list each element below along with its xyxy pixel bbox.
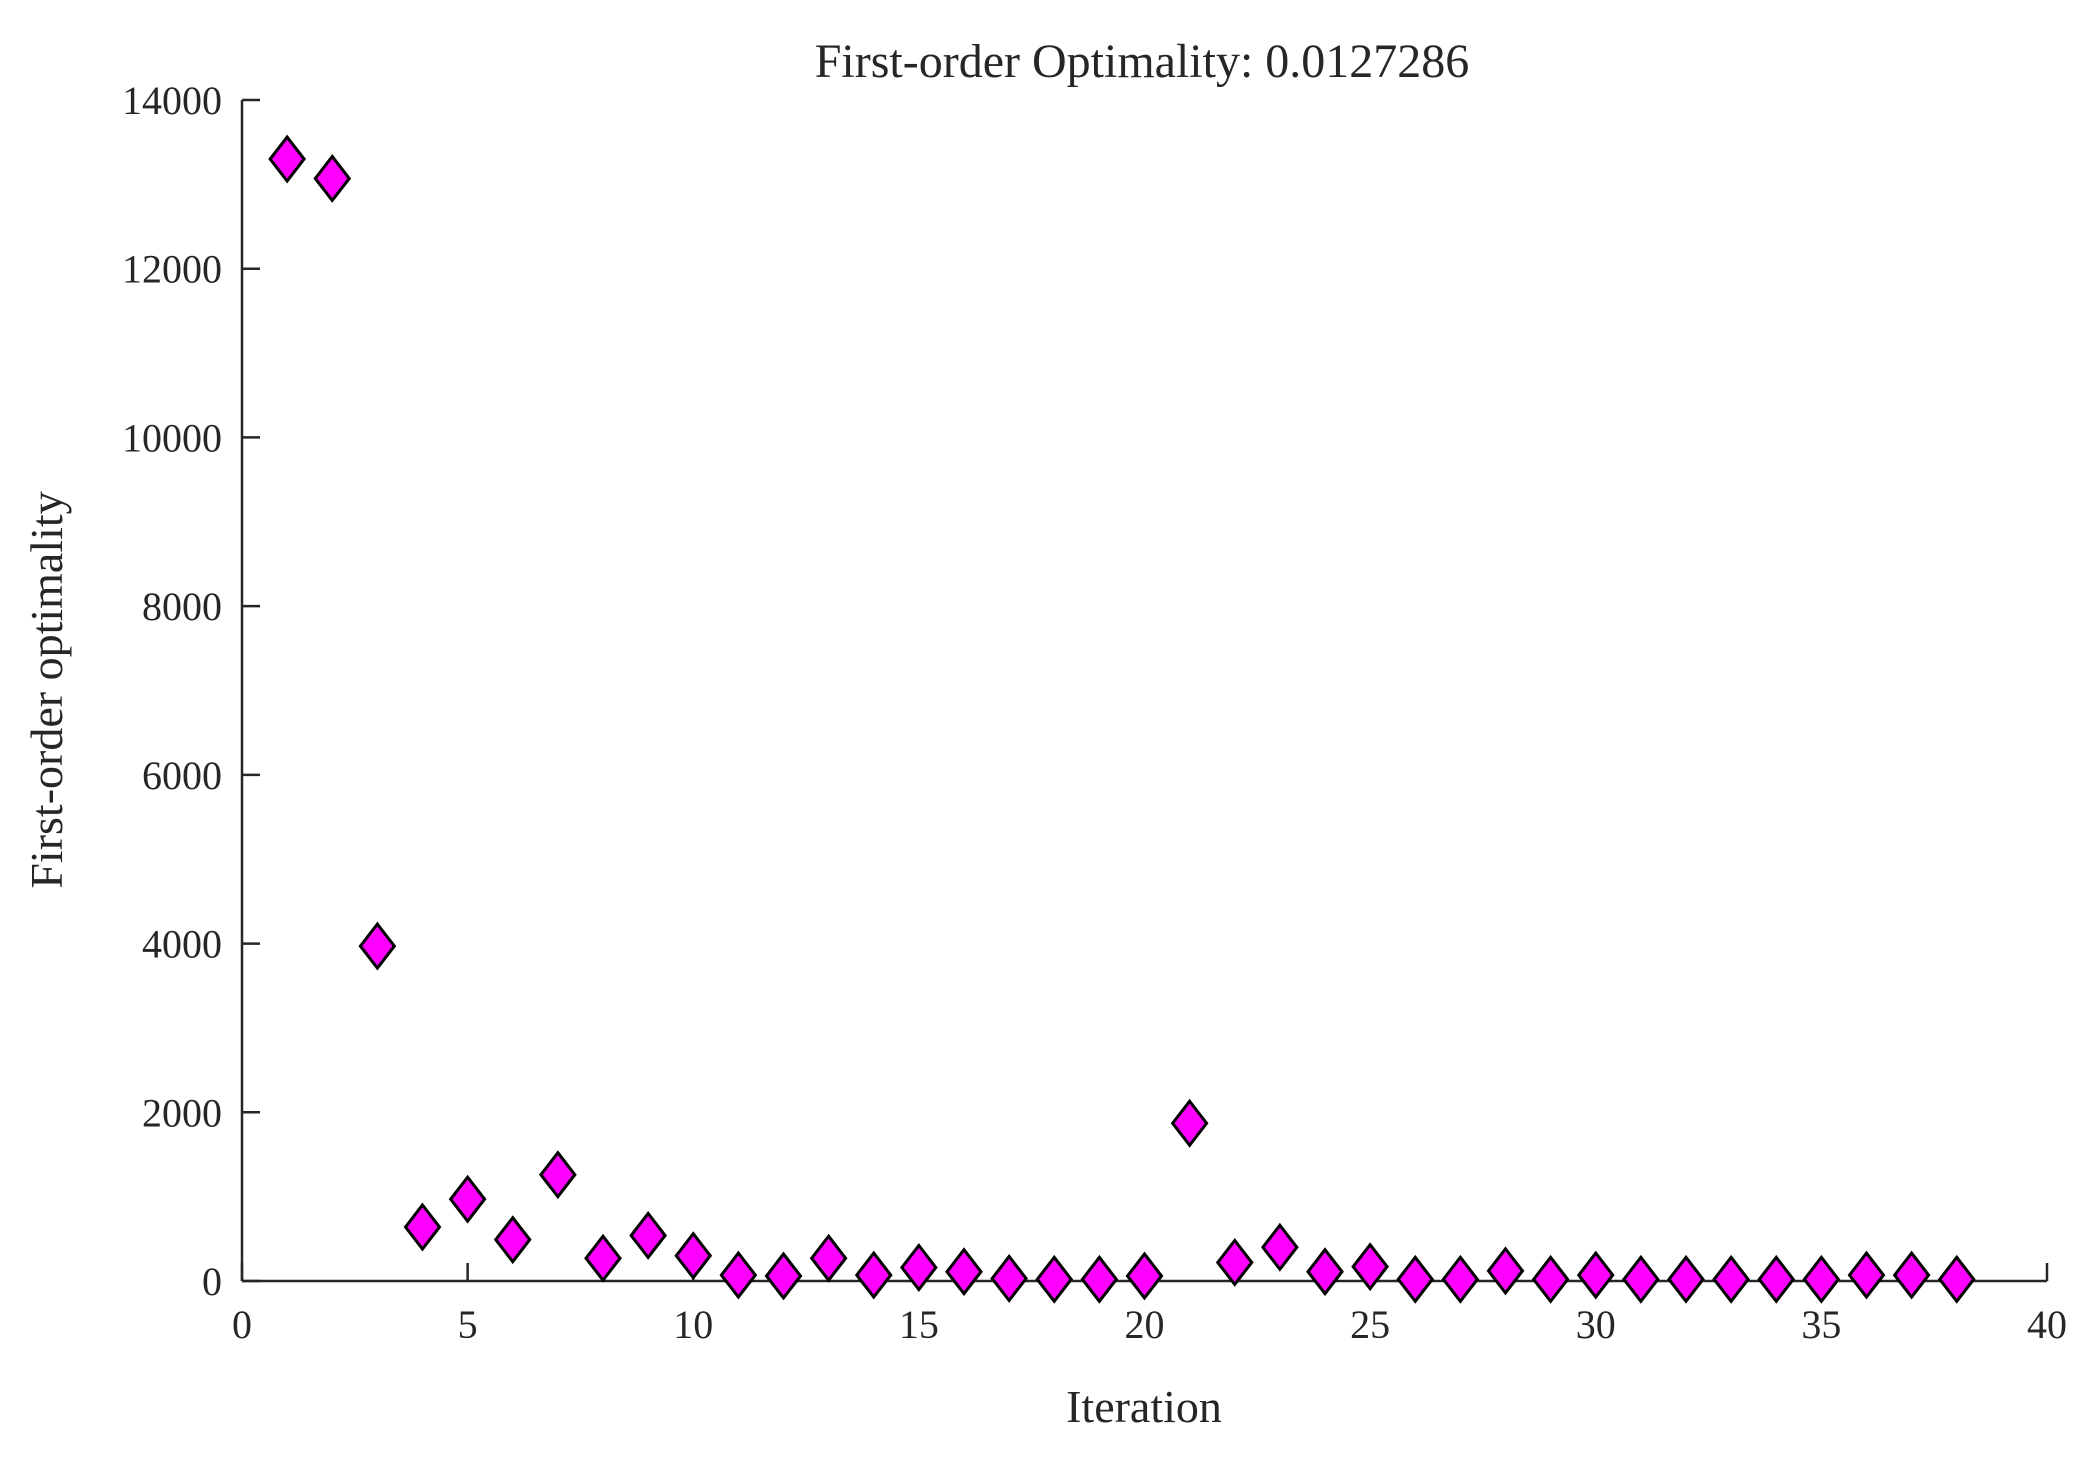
data-point	[899, 1243, 938, 1292]
data-point	[629, 1210, 668, 1260]
chart-title: First-order Optimality: 0.0127286	[815, 35, 1470, 88]
data-point	[493, 1215, 532, 1265]
data-point	[945, 1247, 983, 1297]
data-point	[809, 1233, 848, 1283]
data-point	[1080, 1254, 1119, 1304]
data-point	[1441, 1254, 1480, 1304]
data-point	[764, 1251, 803, 1301]
data-point	[1260, 1222, 1299, 1272]
data-point	[1937, 1254, 1976, 1304]
data-point	[1215, 1237, 1254, 1287]
y-ticks: 0 2000 4000 6000 8000 10000 12000 14000	[122, 78, 260, 1304]
y-tick-label: 12000	[122, 247, 222, 292]
data-point	[1170, 1098, 1209, 1148]
data-point	[1667, 1254, 1705, 1304]
data-point	[313, 153, 352, 203]
data-point	[1125, 1251, 1164, 1301]
data-point	[1712, 1254, 1751, 1304]
x-tick-label: 5	[458, 1302, 478, 1347]
data-point	[1531, 1254, 1570, 1304]
y-tick-label: 14000	[122, 78, 222, 123]
y-tick-label: 8000	[142, 584, 222, 629]
data-point	[990, 1254, 1029, 1303]
data-point	[268, 134, 307, 184]
x-tick-label: 15	[899, 1302, 939, 1347]
data-point	[854, 1250, 893, 1300]
data-point	[1621, 1254, 1660, 1304]
x-tick-label: 25	[1350, 1302, 1390, 1347]
y-tick-label: 6000	[142, 753, 222, 798]
data-point	[719, 1250, 758, 1300]
plot-area	[240, 100, 2047, 1283]
data-markers	[268, 134, 1976, 1304]
data-point	[1486, 1246, 1525, 1296]
y-tick-label: 2000	[142, 1090, 222, 1135]
data-point	[403, 1202, 442, 1252]
data-point	[584, 1233, 622, 1283]
x-ticks: 0 5 10 15 20 25 30 35 40	[232, 1263, 2067, 1347]
x-tick-label: 40	[2027, 1302, 2067, 1347]
y-tick-label: 10000	[122, 415, 222, 460]
data-point	[1396, 1254, 1435, 1304]
x-axis-label: Iteration	[1066, 1381, 1222, 1432]
x-tick-label: 10	[673, 1302, 713, 1347]
x-tick-label: 20	[1125, 1302, 1165, 1347]
x-tick-label: 30	[1576, 1302, 1616, 1347]
data-point	[1351, 1242, 1390, 1292]
data-point	[448, 1174, 487, 1224]
data-point	[358, 921, 397, 971]
data-point	[1892, 1250, 1931, 1300]
data-point	[1757, 1254, 1796, 1304]
x-tick-label: 0	[232, 1302, 252, 1347]
data-point	[538, 1150, 577, 1200]
x-tick-label: 35	[1801, 1302, 1841, 1347]
data-point	[1035, 1254, 1074, 1304]
data-point	[1576, 1250, 1615, 1300]
data-point	[1802, 1254, 1841, 1304]
y-axis-label: First-order optimality	[21, 491, 72, 888]
data-point	[1847, 1250, 1886, 1300]
y-tick-label: 4000	[142, 922, 222, 967]
y-tick-label: 0	[202, 1259, 222, 1304]
data-point	[1306, 1247, 1344, 1297]
data-point	[674, 1231, 713, 1281]
